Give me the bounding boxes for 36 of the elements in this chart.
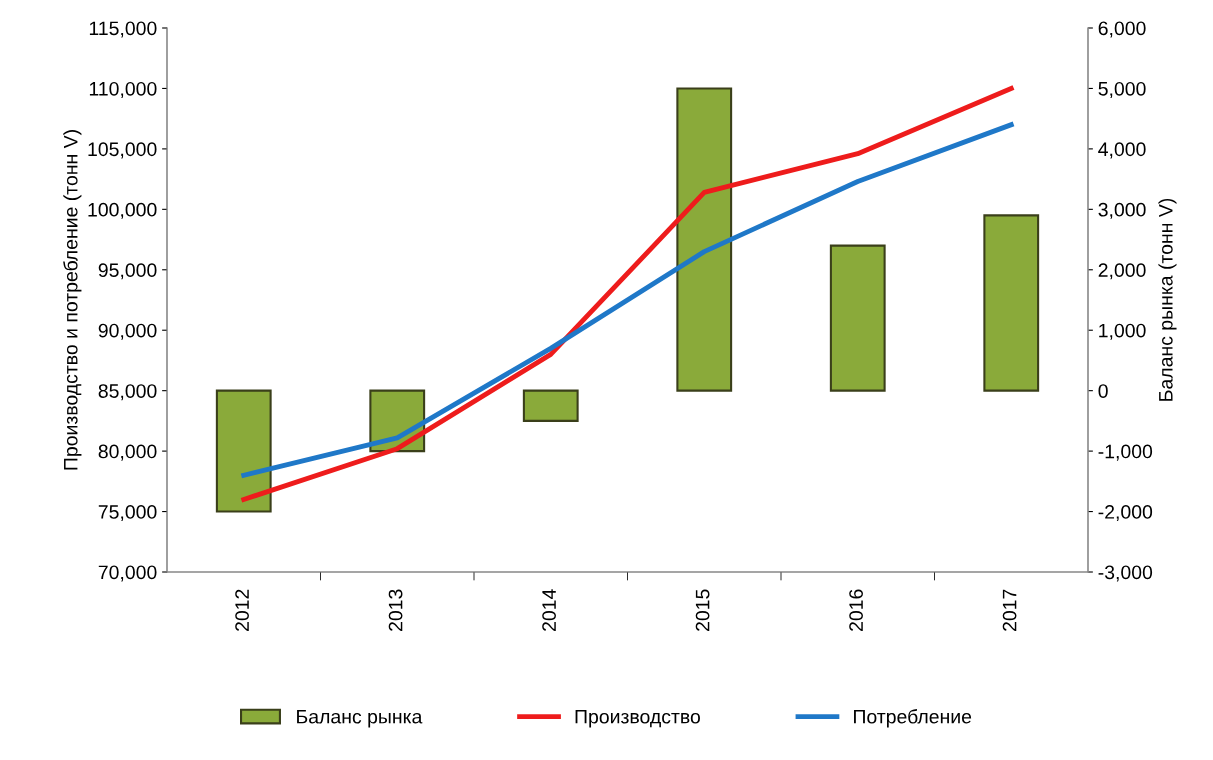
y2-tick-label: -3,000 — [1098, 565, 1153, 582]
y-axis-title: Производство и потребление (тонн V) — [63, 130, 82, 470]
legend-label: Потребление — [854, 709, 972, 728]
bar — [676, 87, 733, 392]
y-tick-label: 100,000 — [88, 202, 157, 219]
y-tick-label: 110,000 — [89, 81, 157, 98]
x-tick-label: 2014 — [542, 589, 556, 631]
y-tick-label: 90,000 — [98, 323, 157, 340]
y2-tick-label: 4,000 — [1098, 142, 1146, 159]
y-tick-label: 70,000 — [98, 565, 157, 582]
y-tick-label: 80,000 — [98, 444, 157, 461]
legend-label: Производство — [575, 709, 700, 728]
y2-tick-label: -1,000 — [1098, 444, 1153, 461]
x-tick-label: 2013 — [388, 589, 403, 631]
bar — [983, 214, 1040, 392]
x-tick-label: 2015 — [695, 589, 710, 631]
y-tick-label: 115,000 — [89, 21, 157, 38]
legend-label: Баланс рынка — [297, 709, 423, 728]
y-tick-label: 75,000 — [98, 505, 157, 522]
y2-tick-label: 1,000 — [1099, 323, 1146, 340]
y-tick-label: 105,000 — [88, 142, 157, 159]
bar — [522, 389, 579, 422]
y2-axis-title: Баланс рынка (тонн V) — [1158, 198, 1177, 401]
bar — [829, 244, 886, 392]
x-tick-label: 2012 — [235, 589, 249, 631]
y2-tick-label: 2,000 — [1098, 263, 1146, 280]
y-tick-label: 85,000 — [98, 384, 157, 401]
y2-tick-label: 3,000 — [1098, 202, 1146, 219]
y2-tick-label: 5,000 — [1098, 81, 1146, 98]
y-tick-label: 95,000 — [98, 263, 157, 280]
y2-tick-label: 6,000 — [1098, 21, 1146, 38]
x-tick-label: 2016 — [849, 589, 863, 631]
bar — [215, 389, 272, 513]
y2-tick-label: -2,000 — [1098, 505, 1153, 522]
y2-tick-label: 0 — [1098, 384, 1108, 398]
x-tick-label: 2017 — [1002, 589, 1017, 631]
